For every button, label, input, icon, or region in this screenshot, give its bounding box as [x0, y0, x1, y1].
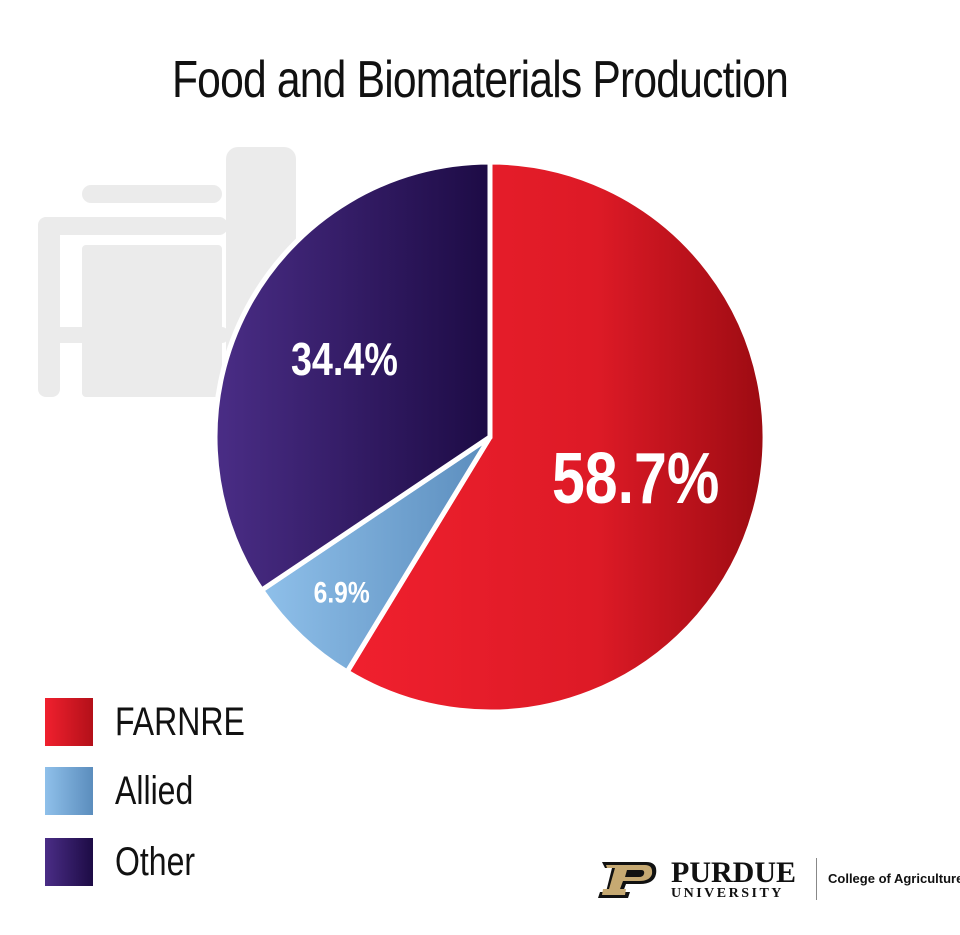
data-label-other: 34.4% — [291, 334, 398, 385]
logo-wordmark: PURDUE — [671, 856, 796, 889]
logo-university: UNIVERSITY — [671, 886, 784, 901]
logo-divider — [816, 858, 817, 900]
pie-slice-farnre — [343, 159, 768, 715]
legend-swatch-allied — [45, 767, 93, 815]
chart-title: Food and Biomaterials Production — [171, 51, 789, 109]
legend-swatch-farnre — [45, 698, 93, 746]
purdue-p-logo — [598, 862, 657, 898]
legend-label-farnre: FARNRE — [115, 700, 245, 744]
legend-label-other: Other — [115, 840, 196, 884]
purdue-logo: PURDUE UNIVERSITY College of Agriculture — [596, 856, 960, 902]
data-label-allied: 6.9% — [314, 575, 370, 609]
legend-label-allied: Allied — [115, 769, 194, 813]
pie-slice-other — [212, 159, 493, 594]
logo-college: College of Agriculture — [828, 871, 960, 886]
data-label-farnre: 58.7% — [552, 437, 719, 518]
legend-swatch-other — [45, 838, 93, 886]
